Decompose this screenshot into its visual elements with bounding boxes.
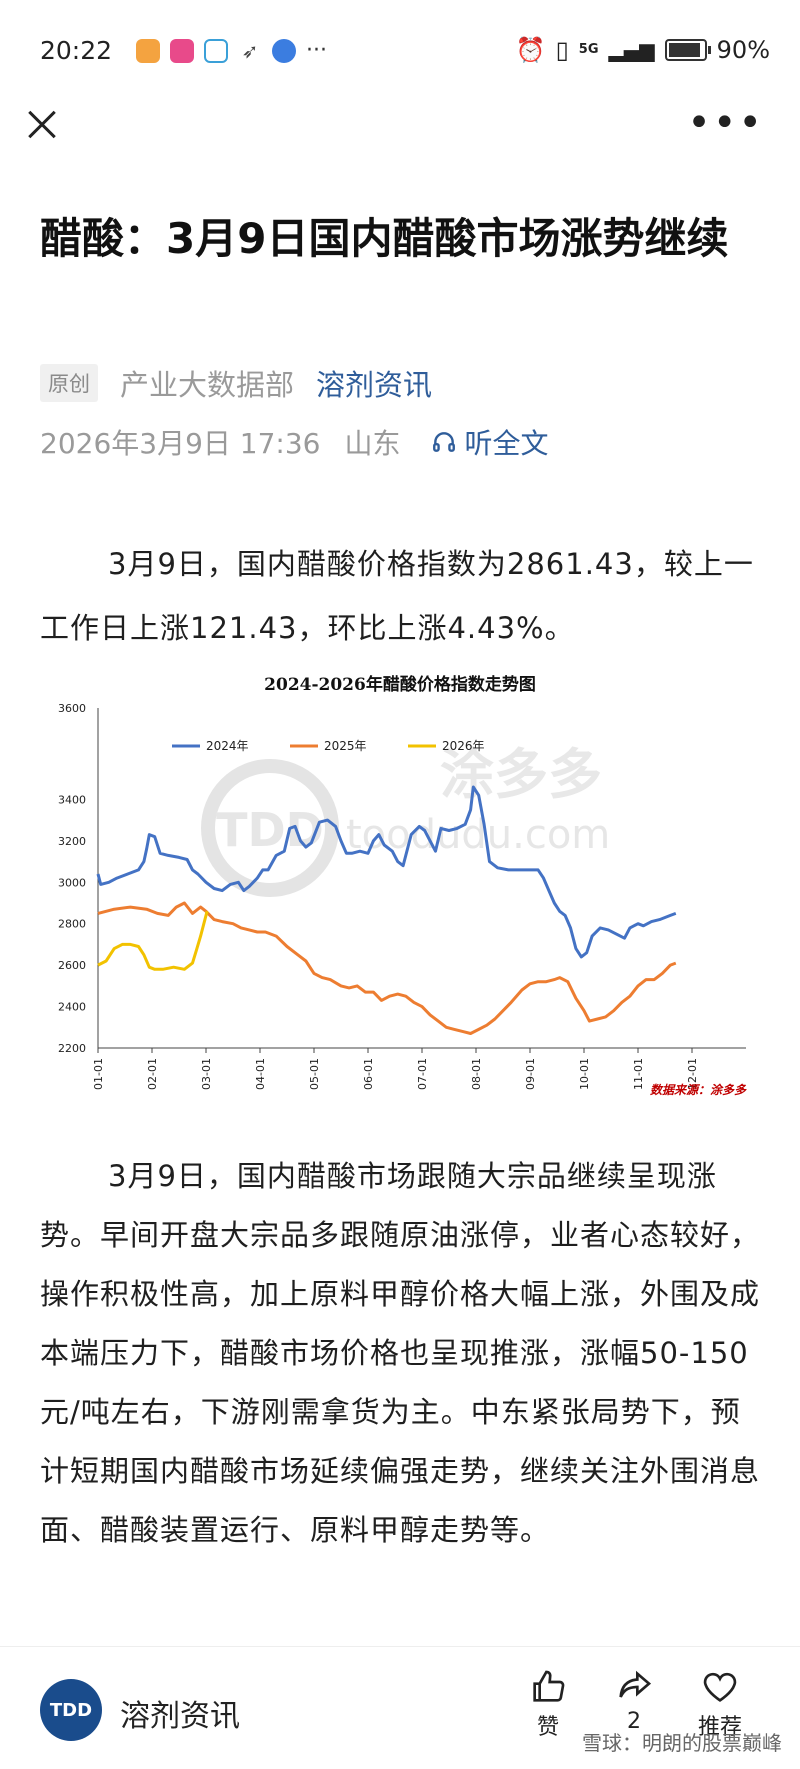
status-right: ⏰ ▯ 5G ▂▄▆ 90% <box>516 36 770 64</box>
thumbs-up-icon <box>533 1670 565 1702</box>
like-label: 赞 <box>536 1715 559 1740</box>
series-line <box>97 910 209 971</box>
y-tick-label: 2200 <box>58 1042 86 1055</box>
link-app-icon <box>204 38 228 63</box>
status-time: 20:22 <box>40 36 113 65</box>
publish-location: 山东 <box>344 427 401 460</box>
like-button[interactable]: 赞 <box>518 1667 578 1741</box>
watermark-logo-ring <box>201 759 339 897</box>
network-type: 5G <box>578 42 599 57</box>
original-badge: 原创 <box>40 364 98 402</box>
x-tick-label: 12-01 <box>686 1058 699 1090</box>
x-tick-label: 07-01 <box>416 1058 429 1090</box>
share-count: 2 <box>627 1709 641 1734</box>
x-tick-label: 03-01 <box>200 1058 213 1090</box>
video-app-icon <box>170 38 194 63</box>
chart-title: 2024-2026年醋酸价格指数走势图 <box>264 674 536 695</box>
alarm-icon: ⏰ <box>515 36 546 64</box>
legend-label: 2024年 <box>206 739 249 753</box>
recommend-button[interactable]: 推荐 <box>690 1667 750 1741</box>
x-tick-label: 04-01 <box>254 1058 267 1090</box>
legend-label: 2026年 <box>442 739 485 753</box>
y-tick-label: 3400 <box>58 793 86 806</box>
share-button[interactable]: 2 <box>604 1667 664 1734</box>
brand-logo[interactable]: TDD <box>40 1679 102 1741</box>
article-title: 醋酸：3月9日国内醋酸市场涨势继续 <box>40 214 729 263</box>
watermark-cn: 涂多多 <box>440 743 602 806</box>
watermark-url: toodudu.com <box>346 812 610 858</box>
y-tick-label: 2400 <box>58 1001 86 1014</box>
x-tick-label: 02-01 <box>146 1058 159 1090</box>
chart-svg: 2024-2026年醋酸价格指数走势图 TDD 涂多多 toodudu.com 2200… <box>58 674 747 1097</box>
planet-app-icon <box>272 38 296 63</box>
more-options-icon[interactable]: ••• <box>687 100 764 146</box>
status-notification-icons: ➶ ··· <box>136 38 327 63</box>
series-line <box>96 785 677 959</box>
x-tick-label: 01-01 <box>92 1058 105 1090</box>
listen-button[interactable]: 听全文 <box>431 422 549 462</box>
headphones-icon <box>432 432 455 452</box>
recommend-label: 推荐 <box>697 1715 742 1740</box>
y-tick-label: 2800 <box>58 918 86 931</box>
article-date-row: 2026年3月9日 17:36 山东 听全文 <box>40 422 549 462</box>
brand-name[interactable]: 溶剂资讯 <box>120 1699 240 1734</box>
legend-label: 2025年 <box>324 739 367 753</box>
platform-watermark: 雪球：明朗的股票巅峰 <box>582 1731 782 1755</box>
x-tick-label: 05-01 <box>308 1058 321 1090</box>
x-tick-label: 10-01 <box>578 1058 591 1090</box>
bottom-action-bar: TDD 溶剂资讯 赞 2 推荐 雪球：明朗的股票巅峰 <box>0 1646 800 1769</box>
status-bar: 20:22 ➶ ··· ⏰ ▯ 5G ▂▄▆ 90% <box>0 0 800 100</box>
y-tick-label: 3600 <box>58 702 86 715</box>
more-notifications-icon: ··· <box>306 38 327 63</box>
article-paragraph-1: 3月9日，国内醋酸价格指数为2861.43，较上一工作日上涨121.43，环比上… <box>40 547 754 645</box>
y-tick-label: 3200 <box>58 835 86 848</box>
source-link[interactable]: 溶剂资讯 <box>316 368 433 402</box>
content-fade <box>0 1620 800 1648</box>
battery-icon <box>664 39 711 61</box>
y-tick-label: 2600 <box>58 959 86 972</box>
app-notification-icon <box>136 38 160 63</box>
publish-date: 2026年3月9日 17:36 <box>40 427 321 460</box>
x-tick-label: 09-01 <box>524 1058 537 1090</box>
share-icon <box>619 1670 652 1698</box>
vibrate-icon: ▯ <box>555 36 569 64</box>
article-paragraph-2: 3月9日，国内醋酸市场跟随大宗品继续呈现涨势。早间开盘大宗品多跟随原油涨停，业者… <box>40 1159 761 1547</box>
chart-source-note: 数据来源：涂多多 <box>650 1083 747 1097</box>
x-tick-label: 08-01 <box>470 1058 483 1090</box>
battery-percent: 90% <box>716 36 770 64</box>
listen-label: 听全文 <box>464 427 549 460</box>
x-tick-label: 06-01 <box>362 1058 375 1090</box>
watermark-logo-text: TDD <box>216 803 324 857</box>
price-index-chart: 2024-2026年醋酸价格指数走势图 TDD 涂多多 toodudu.com 2200… <box>40 668 760 1108</box>
article-meta: 原创 产业大数据部 溶剂资讯 <box>40 362 432 404</box>
y-tick-label: 3000 <box>58 876 86 889</box>
author-department: 产业大数据部 <box>120 368 295 402</box>
signal-icon: ▂▄▆ <box>608 38 655 62</box>
series-line <box>97 901 677 1035</box>
bird-app-icon: ➶ <box>238 38 262 63</box>
x-tick-label: 11-01 <box>632 1058 645 1090</box>
close-icon[interactable] <box>22 104 62 144</box>
heart-icon <box>703 1672 737 1702</box>
